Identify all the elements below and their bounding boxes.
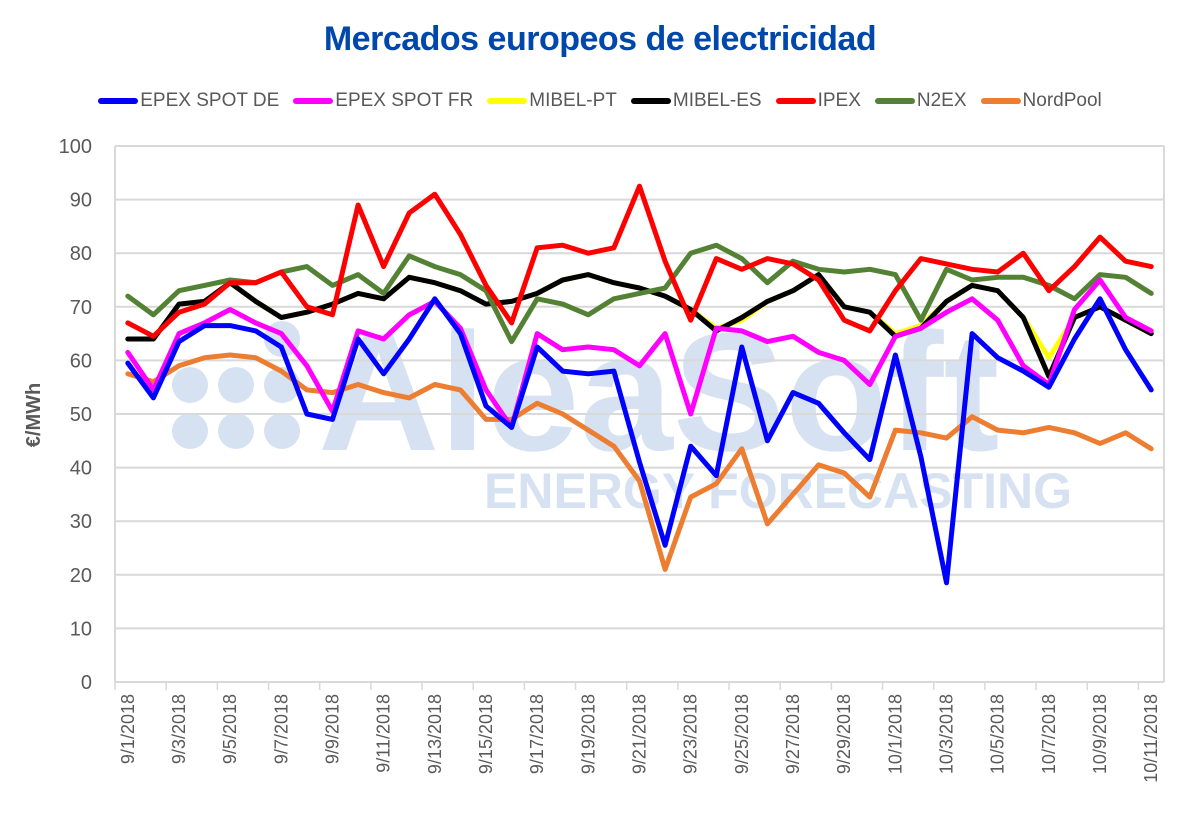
- y-tick-label: 30: [70, 511, 92, 533]
- series-line-epex-spot-de: [125, 296, 1154, 586]
- legend-swatch: [874, 98, 915, 104]
- x-tick-label: 9/5/2018: [220, 694, 240, 764]
- x-tick-label: 9/11/2018: [374, 694, 394, 773]
- legend-swatch: [980, 98, 1021, 104]
- legend-item-epex-spot-fr: EPEX SPOT FR: [293, 90, 473, 112]
- legend-item-mibel-es: MIBEL-ES: [630, 90, 762, 112]
- x-tick-label: 10/3/2018: [937, 694, 957, 774]
- x-tick-label: 10/9/2018: [1090, 694, 1110, 774]
- legend-label: MIBEL-ES: [672, 90, 762, 111]
- x-tick-label: 9/17/2018: [527, 694, 547, 774]
- x-tick-label: 9/7/2018: [271, 694, 291, 764]
- y-tick-label: 40: [70, 458, 92, 480]
- chart-title: Mercados europeos de electricidad: [323, 20, 877, 58]
- legend-item-mibel-pt: MIBEL-PT: [487, 90, 617, 112]
- x-tick-label: 10/5/2018: [988, 694, 1008, 774]
- legend-label: IPEX: [817, 90, 861, 111]
- legend-swatch: [487, 98, 528, 104]
- x-tick-label: 9/23/2018: [681, 694, 701, 774]
- y-tick-label: 60: [70, 350, 92, 372]
- series-line-n2ex: [125, 242, 1154, 345]
- gridlines: [114, 145, 1165, 683]
- watermark-dots: [172, 321, 300, 449]
- y-tick-label: 80: [70, 243, 92, 265]
- legend-label: EPEX SPOT FR: [335, 90, 474, 111]
- y-tick-label: 90: [70, 190, 92, 212]
- legend-swatch: [293, 98, 334, 104]
- legend-swatch: [775, 98, 816, 104]
- legend: EPEX SPOT DE EPEX SPOT FR MIBEL-PT MIBEL-ES…: [0, 90, 1200, 112]
- x-tick-label: 9/15/2018: [476, 694, 496, 774]
- legend-label: N2EX: [916, 90, 967, 111]
- x-tick-label: 9/1/2018: [118, 694, 138, 764]
- legend-item-nordpool: NordPool: [980, 90, 1102, 112]
- x-tick-label: 10/7/2018: [1039, 694, 1059, 774]
- y-tick-label: 0: [81, 672, 92, 694]
- legend-item-epex-spot-de: EPEX SPOT DE: [98, 90, 279, 112]
- series-line-mibel-es: [125, 272, 1154, 379]
- series-line-nordpool: [125, 352, 1154, 572]
- y-tick-label: 100: [59, 136, 92, 158]
- legend-item-ipex: IPEX: [775, 90, 861, 112]
- x-tick-label: 10/11/2018: [1141, 694, 1161, 783]
- legend-item-n2ex: N2EX: [874, 90, 967, 112]
- y-axis-ticks: 0 10 20 30 40 50 60 70 80 90 100: [59, 136, 92, 694]
- legend-label: NordPool: [1022, 90, 1102, 111]
- legend-swatch: [98, 98, 139, 104]
- y-tick-label: 70: [70, 297, 92, 319]
- series-line-epex-spot-fr: [125, 277, 1154, 430]
- x-tick-label: 10/1/2018: [885, 694, 905, 774]
- y-tick-label: 50: [70, 404, 92, 426]
- x-tick-label: 9/13/2018: [425, 694, 445, 774]
- legend-label: EPEX SPOT DE: [140, 90, 280, 111]
- x-axis-ticks: 9/1/2018 9/3/2018 9/5/2018 9/7/2018 9/9/2018…: [114, 682, 1161, 783]
- x-tick-label: 9/19/2018: [578, 694, 598, 774]
- series-line-ipex: [125, 183, 1154, 339]
- y-axis-label: €/MWh: [23, 383, 45, 447]
- y-tick-label: 10: [70, 618, 92, 640]
- x-tick-label: 9/3/2018: [169, 694, 189, 764]
- x-tick-label: 9/27/2018: [783, 694, 803, 774]
- x-tick-label: 9/21/2018: [630, 694, 650, 774]
- x-tick-label: 9/25/2018: [732, 694, 752, 774]
- series-lines: [125, 183, 1154, 586]
- x-tick-label: 9/29/2018: [834, 694, 854, 774]
- x-tick-label: 9/9/2018: [322, 694, 342, 764]
- y-tick-label: 20: [70, 565, 92, 587]
- legend-swatch: [630, 98, 671, 104]
- legend-label: MIBEL-PT: [529, 90, 617, 111]
